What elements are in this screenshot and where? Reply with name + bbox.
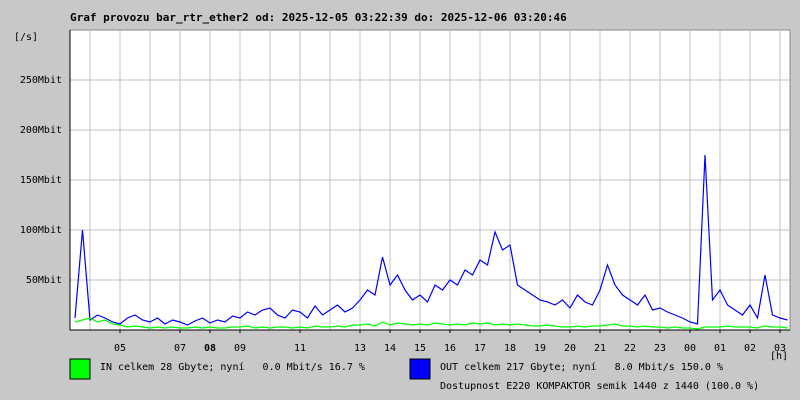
x-tick-label: 18 <box>504 343 516 354</box>
y-tick-label: 50Mbit <box>26 275 62 286</box>
x-tick-label: 21 <box>594 343 606 354</box>
x-tick-label: 01 <box>714 343 726 354</box>
x-tick-label: 23 <box>654 343 666 354</box>
legend-label: IN celkem 28 Gbyte; nyní 0.0 Mbit/s 16.7… <box>100 361 365 373</box>
y-tick-label: 150Mbit <box>20 175 62 186</box>
x-tick-label: 09 <box>234 343 246 354</box>
x-tick-label: 19 <box>534 343 546 354</box>
x-tick-label: 16 <box>444 343 456 354</box>
y-tick-label: 100Mbit <box>20 225 62 236</box>
x-tick-label: 11 <box>294 343 306 354</box>
x-tick-label: 22 <box>624 343 636 354</box>
x-tick-label: 17 <box>474 343 486 354</box>
legend-swatch <box>409 358 431 380</box>
series-line <box>74 317 788 330</box>
x-tick-label: 00 <box>684 343 696 354</box>
legend-label: OUT celkem 217 Gbyte; nyní 8.0 Mbit/s 15… <box>440 361 723 373</box>
x-tick-label: 03 <box>774 343 786 354</box>
y-tick-label: 200Mbit <box>20 125 62 136</box>
x-tick-label: 07 <box>174 343 186 354</box>
x-tick-label: 08 <box>204 343 216 354</box>
chart-title: Graf provozu bar_rtr_ether2 od: 2025-12-… <box>70 11 567 24</box>
footer-note: Dostupnost E220 KOMPAKTOR semik 1440 z 1… <box>440 381 759 392</box>
series-line <box>74 154 788 326</box>
y-tick-label: 250Mbit <box>20 75 62 86</box>
x-tick-label: 20 <box>564 343 576 354</box>
legend-swatch <box>69 358 91 380</box>
x-tick-label: 13 <box>354 343 366 354</box>
x-tick-label: 05 <box>114 343 126 354</box>
x-tick-label: 14 <box>384 343 396 354</box>
y-axis-label: [/s] <box>14 32 38 43</box>
x-tick-label: 02 <box>744 343 756 354</box>
x-axis-label: [h] <box>770 351 788 362</box>
x-tick-label: 15 <box>414 343 426 354</box>
